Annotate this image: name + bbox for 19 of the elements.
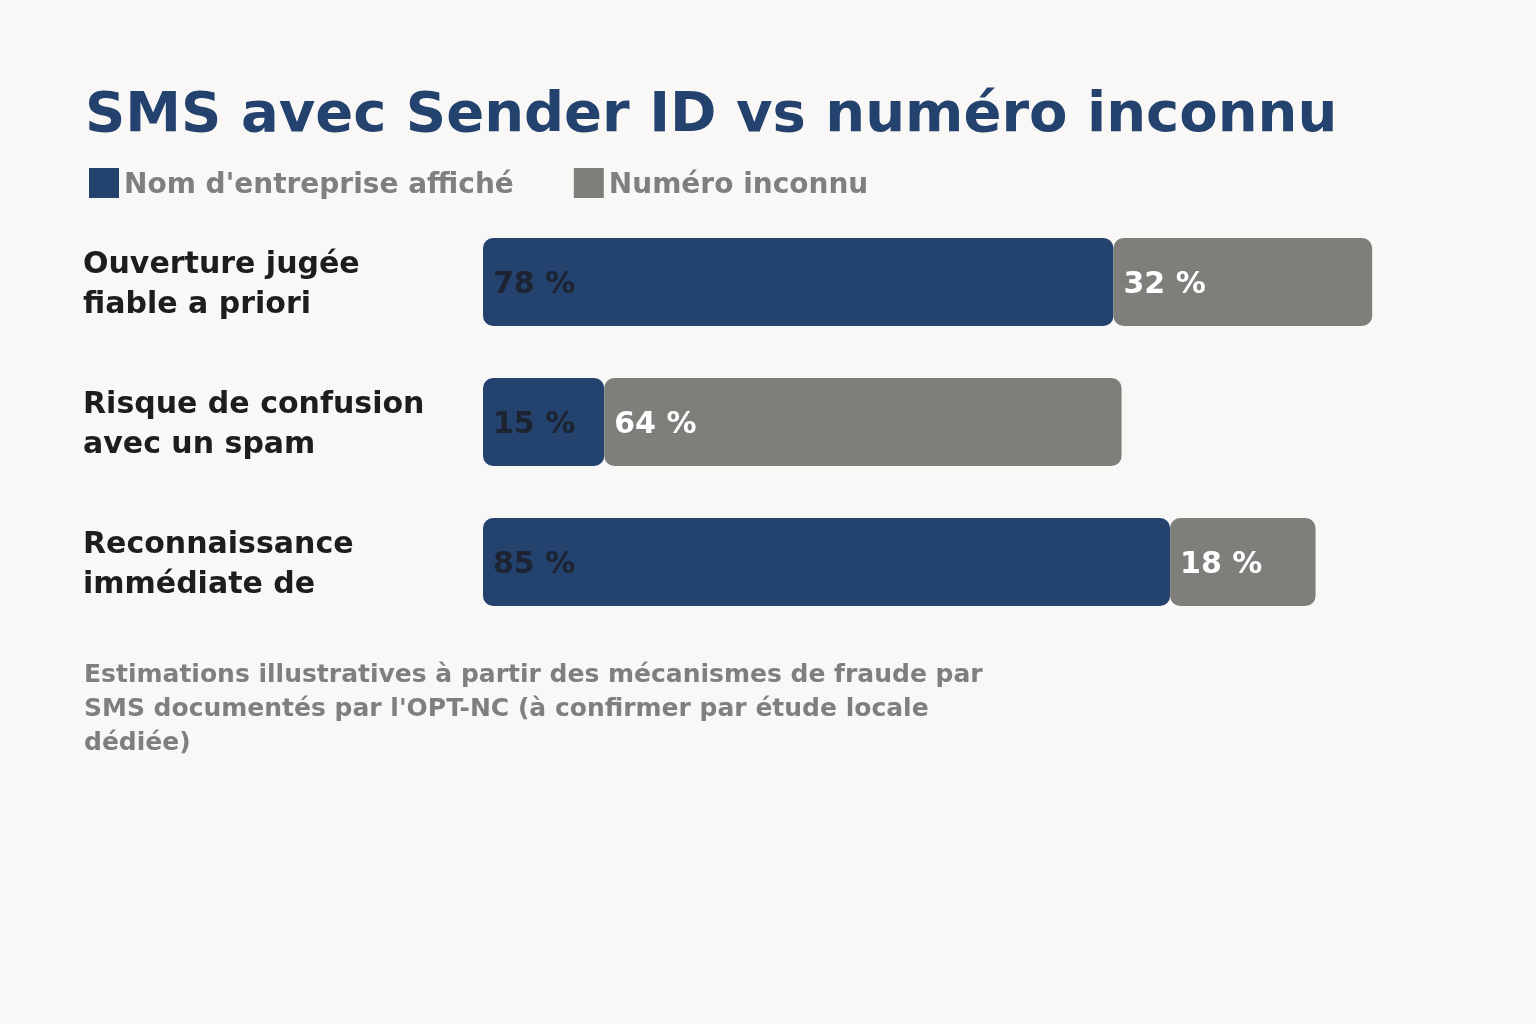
bar [1113,238,1373,326]
y-tick-label: Ouverture jugée fiable a priori [83,244,371,320]
data-label: 18 % [1180,544,1263,580]
data-label: 15 % [493,404,576,440]
bar [483,238,1114,326]
data-label: 64 % [614,404,697,440]
legend-label: Nom d'entreprise affiché [124,166,514,200]
y-tick-label: Risque de confusion avec un spam [83,384,435,460]
data-label: 32 % [1123,264,1206,300]
bar [604,378,1122,466]
bar [483,378,605,466]
data-label: 85 % [493,544,576,580]
y-tick-label: Reconnaissance immédiate de [83,524,364,600]
legend-label: Numéro inconnu [608,166,869,200]
bar [483,518,1171,606]
bar [1170,518,1316,606]
text: Estimations illustratives à partir des mécanismes de fraude par SMS documentés par l'OPT-NC (à confirmer par étude locale dédiée) [84,658,992,756]
chart-title: SMS avec Sender ID vs numéro inconnu [85,78,1338,144]
data-label: 78 % [493,264,576,300]
